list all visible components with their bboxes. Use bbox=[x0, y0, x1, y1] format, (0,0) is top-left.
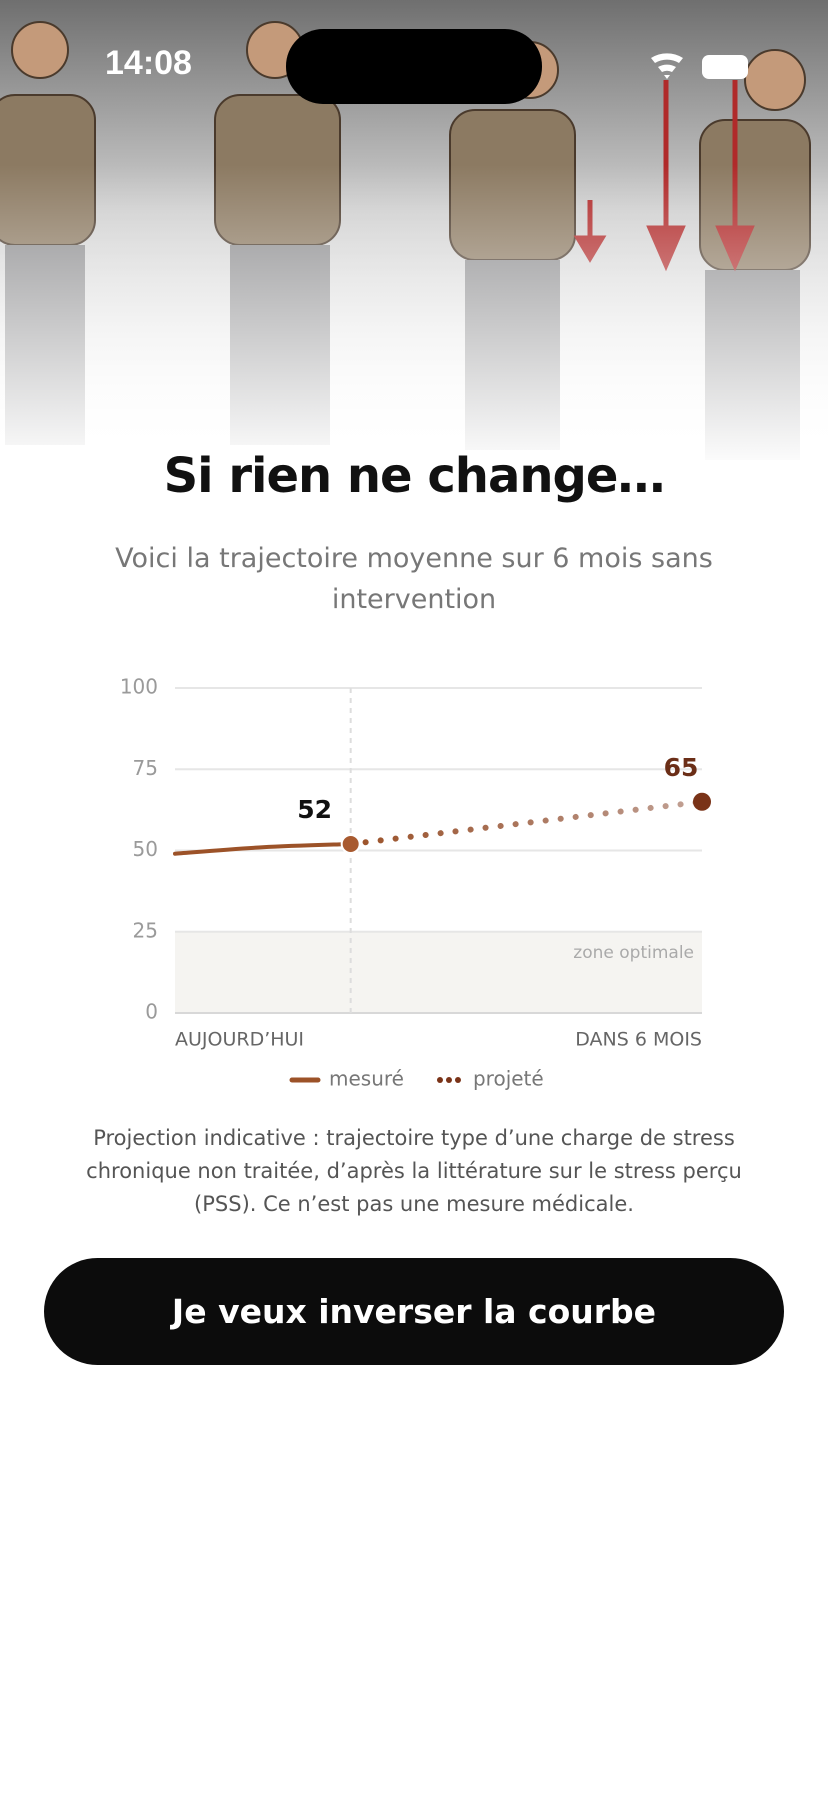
y-tick-label: 50 bbox=[133, 837, 158, 861]
x-tick-label: AUJOURD’HUI bbox=[175, 1029, 304, 1051]
cta-button[interactable]: Je veux inverser la courbe bbox=[44, 1258, 784, 1365]
x-tick-label: DANS 6 MOIS bbox=[575, 1029, 702, 1051]
y-tick-label: 100 bbox=[120, 675, 158, 699]
y-tick-label: 75 bbox=[133, 756, 158, 780]
legend-swatch bbox=[454, 1077, 461, 1083]
data-point bbox=[693, 792, 711, 811]
data-point bbox=[340, 834, 361, 854]
series-line bbox=[173, 842, 353, 856]
zone-label: zone optimale bbox=[573, 943, 694, 963]
y-tick-label: 0 bbox=[145, 1000, 158, 1024]
legend-label: projeté bbox=[473, 1067, 544, 1091]
chart: zone optimale 0 25 50 75 100 AUJOURD’HUI DANS 6… bbox=[120, 675, 711, 1091]
legend-label: mesuré bbox=[329, 1067, 404, 1091]
y-tick-label: 25 bbox=[133, 918, 158, 942]
subtitle: Voici la trajectoire moyenne sur 6 mois … bbox=[115, 543, 713, 615]
series-line bbox=[347, 798, 705, 847]
hero-illustration bbox=[0, 0, 828, 470]
status-time: 14:08 bbox=[105, 44, 192, 82]
disclaimer: Projection indicative : trajectoire type… bbox=[86, 1126, 742, 1216]
data-label: 65 bbox=[664, 753, 699, 782]
legend-swatch bbox=[445, 1077, 452, 1083]
legend-swatch bbox=[436, 1077, 443, 1083]
optimal-zone bbox=[175, 931, 702, 1013]
data-label: 52 bbox=[297, 795, 332, 824]
title: Si rien ne change… bbox=[163, 448, 666, 504]
